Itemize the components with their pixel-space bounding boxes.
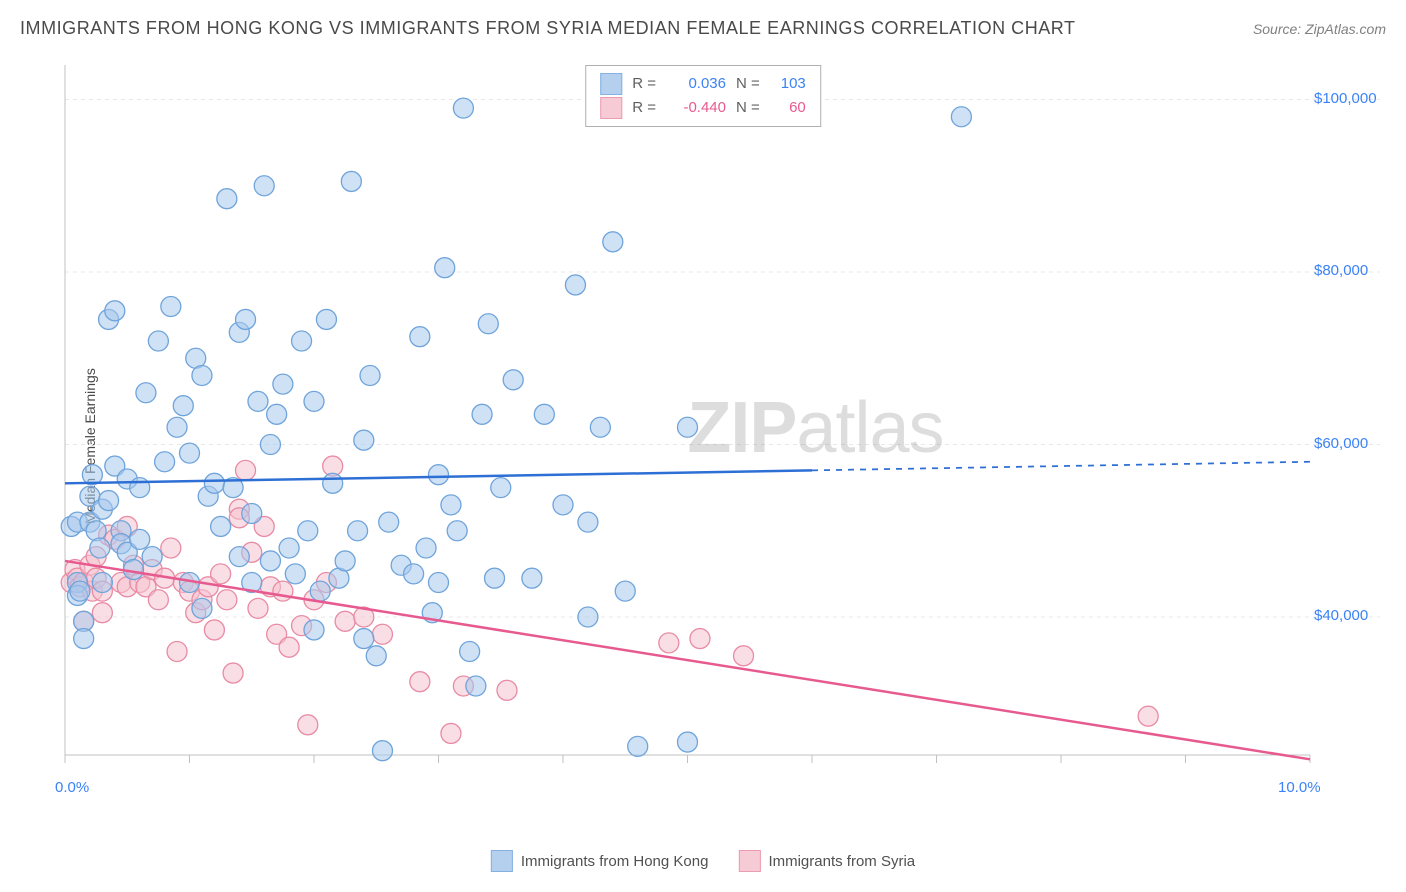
n-value-sy: 60 — [770, 96, 806, 120]
n-prefix: N = — [736, 96, 760, 120]
y-tick-label: $100,000 — [1314, 90, 1377, 107]
swatch-sy — [738, 850, 760, 872]
y-tick-label: $40,000 — [1314, 607, 1368, 624]
plot-area — [60, 60, 1390, 810]
r-prefix: R = — [632, 96, 656, 120]
title-bar: IMMIGRANTS FROM HONG KONG VS IMMIGRANTS … — [20, 18, 1386, 39]
x-tick-label: 10.0% — [1278, 779, 1321, 796]
legend-item-sy: Immigrants from Syria — [738, 850, 915, 872]
series-label-sy: Immigrants from Syria — [768, 853, 915, 870]
r-value-hk: 0.036 — [666, 72, 726, 96]
source-label: Source: ZipAtlas.com — [1253, 21, 1386, 37]
n-prefix: N = — [736, 72, 760, 96]
series-label-hk: Immigrants from Hong Kong — [521, 853, 709, 870]
swatch-sy — [600, 97, 622, 119]
legend-item-hk: Immigrants from Hong Kong — [491, 850, 709, 872]
r-prefix: R = — [632, 72, 656, 96]
legend-row-sy: R = -0.440 N = 60 — [600, 96, 806, 120]
correlation-legend: R = 0.036 N = 103 R = -0.440 N = 60 — [585, 65, 821, 127]
swatch-hk — [600, 73, 622, 95]
legend-row-hk: R = 0.036 N = 103 — [600, 72, 806, 96]
scatter-plot-svg — [60, 60, 1390, 810]
r-value-sy: -0.440 — [666, 96, 726, 120]
swatch-hk — [491, 850, 513, 872]
y-tick-label: $60,000 — [1314, 435, 1368, 452]
y-tick-label: $80,000 — [1314, 262, 1368, 279]
series-legend: Immigrants from Hong Kong Immigrants fro… — [491, 850, 915, 872]
chart-title: IMMIGRANTS FROM HONG KONG VS IMMIGRANTS … — [20, 18, 1076, 39]
n-value-hk: 103 — [770, 72, 806, 96]
x-tick-label: 0.0% — [55, 779, 89, 796]
